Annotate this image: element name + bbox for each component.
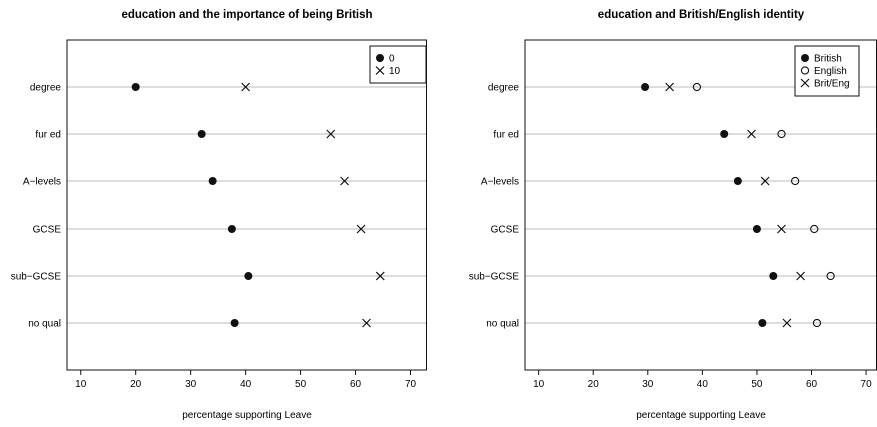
data-point-circle	[810, 224, 819, 234]
data-point-circle	[812, 318, 822, 328]
chart-title: education and British/English identity	[598, 9, 805, 21]
plot-frame	[66, 39, 427, 371]
data-point-cross	[747, 129, 756, 139]
data-point-dot	[131, 83, 140, 91]
chart-panel-1: education and the importance of being Br…	[11, 9, 427, 421]
x-tick-label: 30	[185, 379, 197, 390]
data-point-cross	[241, 82, 251, 92]
data-point-circle	[826, 271, 835, 281]
data-point-dot	[230, 319, 239, 327]
chart-title: education and the importance of being Br…	[121, 9, 372, 21]
x-tick-label: 70	[861, 379, 873, 390]
legend-marker-cross	[800, 78, 810, 88]
x-axis-label: percentage supporting Leave	[636, 410, 766, 421]
x-tick-label: 30	[642, 379, 654, 390]
data-point-dot	[758, 319, 767, 327]
legend-marker-dot	[376, 54, 384, 62]
data-point-cross	[796, 271, 806, 281]
data-point-dot	[752, 225, 761, 233]
legend-label: English	[814, 66, 847, 77]
data-point-dot	[641, 83, 650, 91]
chart-panel-2: education and British/English identity de…	[469, 9, 877, 421]
x-tick-label: 50	[295, 379, 307, 390]
legend-marker-dot	[801, 54, 809, 62]
category-label: fur ed	[35, 130, 61, 141]
x-axis-label: percentage supporting Leave	[182, 410, 312, 421]
data-point-dot	[197, 130, 206, 138]
x-tick-label: 50	[751, 379, 763, 390]
x-tick-label: 60	[806, 379, 818, 390]
legend-box	[369, 45, 427, 84]
x-tick-label: 20	[130, 379, 142, 390]
x-tick-label: 20	[588, 379, 600, 390]
x-tick-label: 60	[350, 379, 362, 390]
x-tick-label: 70	[405, 379, 417, 390]
category-label: no qual	[486, 319, 519, 330]
legend-label: 0	[389, 54, 395, 65]
category-label: degree	[488, 83, 520, 94]
category-label: degree	[30, 83, 62, 94]
category-label: no qual	[28, 319, 61, 330]
x-tick-label: 40	[240, 379, 252, 390]
data-point-circle	[790, 176, 800, 186]
category-label: fur ed	[493, 130, 519, 141]
data-point-cross	[326, 129, 336, 139]
data-point-cross	[782, 318, 792, 328]
data-point-cross	[362, 318, 371, 328]
data-point-dot	[769, 272, 778, 280]
category-label: sub−GCSE	[11, 272, 62, 283]
data-point-cross	[356, 224, 366, 234]
data-point-cross	[760, 176, 770, 186]
data-point-cross	[375, 271, 385, 281]
legend-label: British	[814, 54, 842, 65]
data-point-circle	[777, 129, 786, 139]
data-point-cross	[777, 224, 786, 234]
category-label: A−levels	[23, 177, 61, 188]
data-point-circle	[692, 82, 702, 92]
category-label: sub−GCSE	[469, 272, 520, 283]
category-label: GCSE	[33, 225, 62, 236]
data-point-dot	[720, 130, 729, 138]
legend-marker-cross	[375, 66, 385, 75]
legend-label: 10	[389, 66, 401, 77]
data-point-cross	[340, 176, 349, 186]
x-tick-label: 40	[697, 379, 709, 390]
data-point-dot	[208, 177, 217, 185]
category-label: GCSE	[491, 225, 520, 236]
x-tick-label: 10	[75, 379, 87, 390]
legend-marker-circle	[800, 66, 810, 75]
category-label: A−levels	[481, 177, 519, 188]
data-point-dot	[244, 272, 253, 280]
x-tick-label: 10	[533, 379, 545, 390]
data-point-cross	[665, 82, 675, 92]
legend: 010	[369, 45, 427, 84]
data-point-dot	[227, 225, 236, 233]
legend-label: Brit/Eng	[814, 79, 850, 90]
data-point-dot	[733, 177, 742, 185]
